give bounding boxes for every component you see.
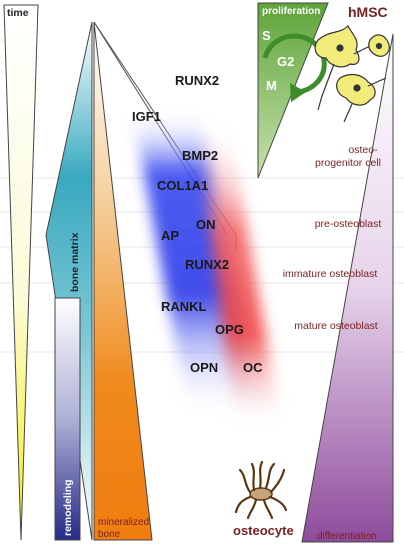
hmsc-label: hMSC [348,4,388,20]
time-wedge [3,4,39,541]
remodeling-label: remodeling [62,479,74,536]
red-expression-band [196,120,282,430]
gene-runx2-mid: RUNX2 [185,257,230,272]
gene-opg: OPG [215,322,244,337]
stage-preosteoblast: pre-osteoblast [314,218,382,230]
stage-immature-osteoblast: immature osteoblast [282,268,378,280]
proliferation-label: proliferation [262,6,321,17]
mineralized-bone-label: mineralized bone [98,517,149,541]
gene-igf1: IGF1 [132,109,161,124]
osteocyte-illustration [234,460,288,520]
gene-ap: AP [161,228,180,243]
cell-cycle-g1: G1 [236,57,254,72]
time-label: time [7,7,29,19]
mineralized-bone-wedge [93,21,153,541]
mineralized-label-line2: bone [98,529,121,540]
gene-bmp2: BMP2 [182,148,219,163]
gene-col1a1: COL1A1 [157,178,209,193]
bone-matrix-label: bone matrix [69,232,81,292]
differentiation-label: differentiation [317,531,377,542]
gene-rankl: RANKL [161,299,207,314]
cell-cycle-m: M [266,78,277,93]
mineralized-label-line1: mineralized [98,517,150,528]
stage-osteoprogenitor-line1: osteo- [348,144,378,156]
stage-osteoprogenitor: osteo- progenitor cell [296,144,400,170]
gene-oc: OC [243,360,263,375]
cell-cycle-s: S [262,28,271,43]
osteocyte-label: osteocyte [233,523,294,538]
gene-runx2-top: RUNX2 [175,73,220,88]
gene-on: ON [196,217,216,232]
stage-osteoprogenitor-line2: progenitor cell [315,157,381,169]
gene-opn: OPN [190,360,219,375]
cell-cycle-g2: G2 [277,54,295,69]
stage-mature-osteoblast: mature osteoblast [294,320,378,332]
differentiation-wedge [301,33,394,543]
hmsc-cells-illustration [314,24,390,123]
